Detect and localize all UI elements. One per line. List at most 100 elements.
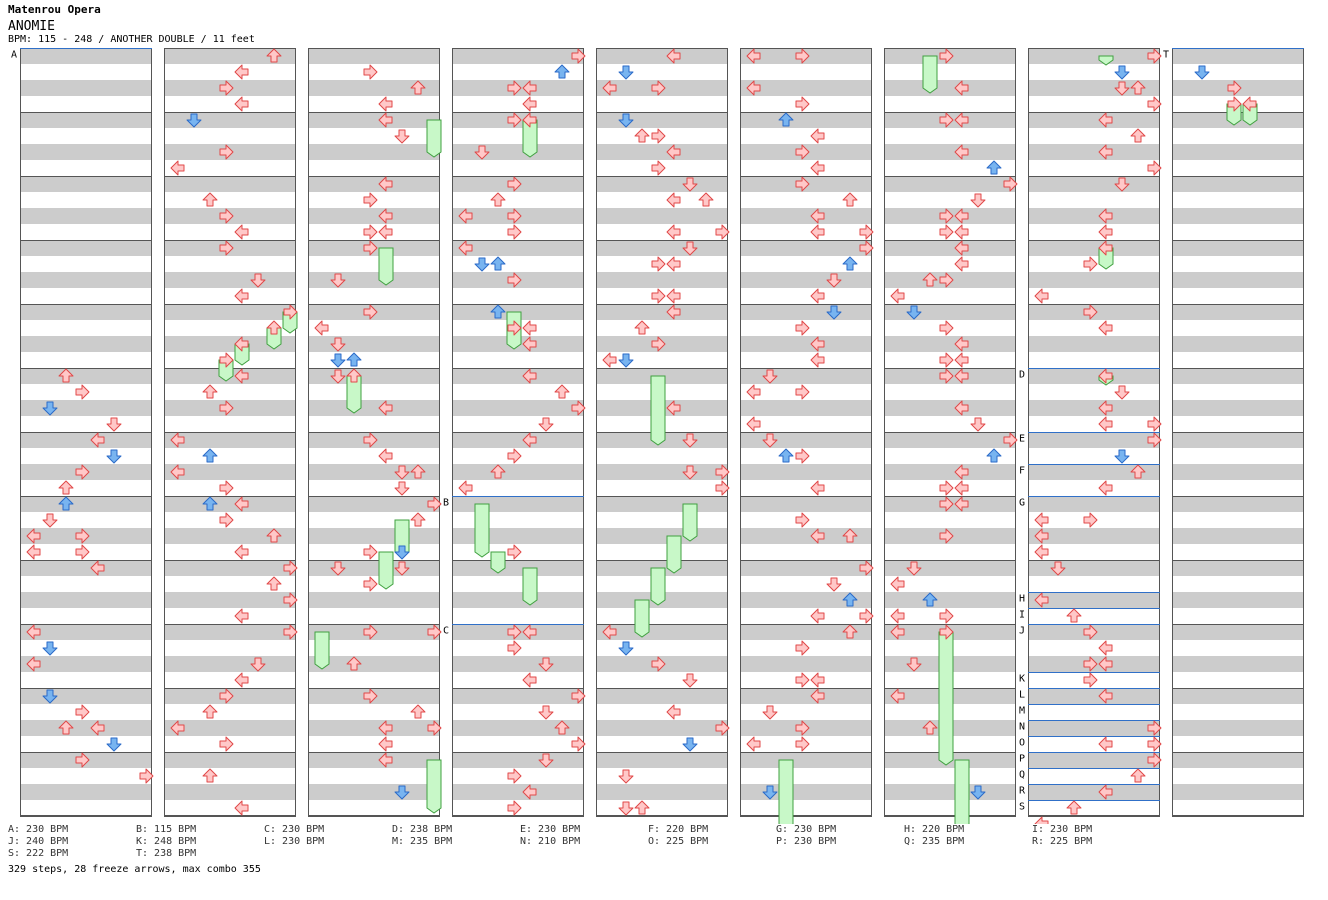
step-arrow <box>538 657 554 672</box>
stripe <box>452 784 584 800</box>
stripe <box>308 144 440 160</box>
stripe <box>1028 496 1160 512</box>
step-arrow <box>715 224 730 240</box>
step-arrow <box>42 689 58 704</box>
step-arrow <box>810 688 825 704</box>
step-arrow <box>762 705 778 720</box>
step-arrow <box>1098 400 1113 416</box>
step-arrow <box>1114 81 1130 96</box>
step-arrow <box>651 160 666 176</box>
stripe <box>596 176 728 192</box>
stripe <box>1028 528 1160 544</box>
bpm-marker-label: P <box>1019 754 1025 765</box>
stripe <box>740 304 872 320</box>
step-arrow <box>666 48 681 64</box>
step-arrow <box>522 336 537 352</box>
stripe <box>1172 560 1304 576</box>
step-arrow <box>458 240 473 256</box>
stripe <box>164 752 296 768</box>
step-arrow <box>474 145 490 160</box>
stripe <box>452 592 584 608</box>
stripe <box>308 80 440 96</box>
step-arrow <box>954 80 969 96</box>
step-arrow <box>363 224 378 240</box>
stripe <box>740 400 872 416</box>
step-arrow <box>507 176 522 192</box>
step-arrow <box>363 64 378 80</box>
stripe <box>308 656 440 672</box>
stripe <box>20 80 152 96</box>
step-arrow <box>986 448 1002 463</box>
step-arrow <box>859 224 874 240</box>
step-arrow <box>58 496 74 511</box>
step-arrow <box>602 352 617 368</box>
step-arrow <box>522 672 537 688</box>
stripe <box>164 272 296 288</box>
stripe <box>308 48 440 64</box>
step-arrow <box>602 80 617 96</box>
step-arrow <box>954 144 969 160</box>
step-arrow <box>970 417 986 432</box>
step-arrow <box>58 368 74 383</box>
bpm-legend-item: J: 240 BPM <box>8 836 69 847</box>
step-arrow <box>1034 592 1049 608</box>
stripe <box>740 112 872 128</box>
stripe <box>20 560 152 576</box>
step-arrow <box>762 433 778 448</box>
step-arrow <box>795 720 810 736</box>
stripe <box>884 432 1016 448</box>
bpm-legend-item: M: 235 BPM <box>392 836 453 847</box>
step-arrow <box>859 560 874 576</box>
step-arrow <box>330 369 346 384</box>
stripe <box>164 592 296 608</box>
step-arrow <box>378 96 393 112</box>
stripe <box>1172 784 1304 800</box>
stripe <box>884 784 1016 800</box>
stripe <box>1028 560 1160 576</box>
stripe <box>452 48 584 64</box>
step-arrow <box>283 560 298 576</box>
stripe <box>596 48 728 64</box>
stripe <box>20 304 152 320</box>
step-arrow <box>106 737 122 752</box>
step-arrow <box>202 384 218 399</box>
step-arrow <box>810 224 825 240</box>
bpm-legend-item: R: 225 BPM <box>1032 836 1093 847</box>
step-arrow <box>378 176 393 192</box>
stripe <box>164 112 296 128</box>
stripe <box>596 496 728 512</box>
step-arrow <box>939 608 954 624</box>
step-arrow <box>90 720 105 736</box>
chart-meta: BPM: 115 - 248 / ANOTHER DOUBLE / 11 fee… <box>8 34 255 45</box>
stripe <box>740 464 872 480</box>
step-arrow <box>219 736 234 752</box>
stripe <box>164 528 296 544</box>
stripe <box>1028 144 1160 160</box>
stripe <box>20 112 152 128</box>
stripe <box>1028 48 1160 64</box>
step-arrow <box>922 272 938 287</box>
step-arrow <box>75 528 90 544</box>
step-arrow <box>363 688 378 704</box>
step-arrow <box>746 48 761 64</box>
stripe <box>164 336 296 352</box>
freeze-arrow <box>314 631 330 670</box>
step-arrow <box>954 224 969 240</box>
stripe <box>308 336 440 352</box>
step-arrow <box>954 256 969 272</box>
step-arrow <box>1003 176 1018 192</box>
step-arrow <box>75 384 90 400</box>
bpm-marker-label: T <box>1163 50 1169 61</box>
step-arrow <box>810 480 825 496</box>
step-arrow <box>682 177 698 192</box>
stripe <box>596 784 728 800</box>
step-arrow <box>554 64 570 79</box>
step-arrow <box>715 480 730 496</box>
chart-column <box>740 48 872 816</box>
step-arrow <box>186 113 202 128</box>
step-arrow <box>602 624 617 640</box>
stripe <box>884 176 1016 192</box>
step-arrow <box>954 480 969 496</box>
bpm-marker-label: G <box>1019 498 1025 509</box>
